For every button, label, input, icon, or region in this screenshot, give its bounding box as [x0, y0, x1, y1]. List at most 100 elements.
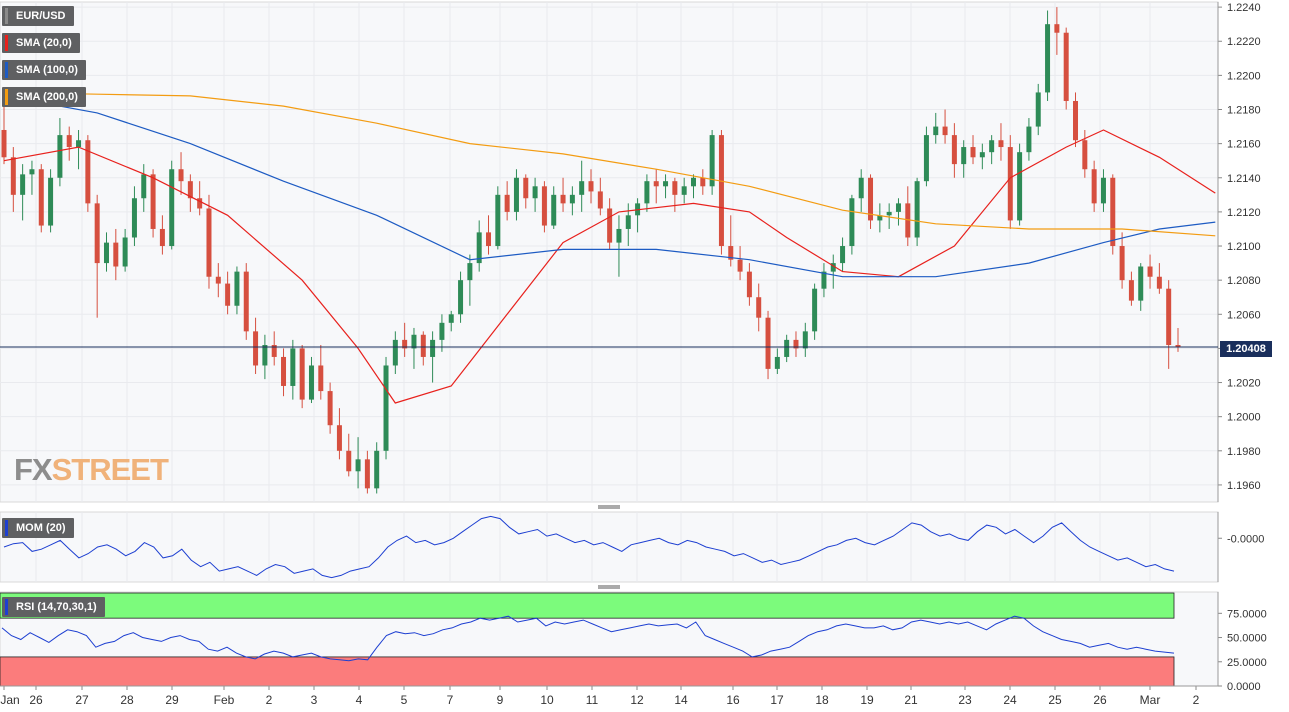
- candle: [327, 382, 333, 434]
- x-tick-label: 26: [29, 693, 43, 707]
- x-tick-label: 5: [401, 693, 408, 707]
- legend-mom[interactable]: MOM (20): [2, 518, 74, 538]
- candle-body: [1147, 266, 1153, 277]
- candle: [504, 181, 510, 221]
- price-panel-bg: [0, 1, 1219, 503]
- candle-body: [495, 194, 501, 247]
- candle-body: [709, 135, 715, 187]
- candle: [774, 348, 780, 375]
- candle-body: [895, 203, 901, 212]
- candle: [746, 263, 752, 306]
- y-tick-label: 1.1960: [1227, 480, 1261, 492]
- rsi-tick-label: 75.0000: [1227, 608, 1267, 620]
- candle-body: [411, 334, 417, 349]
- candle-body: [327, 391, 333, 426]
- y-tick-label: 1.2200: [1227, 70, 1261, 82]
- candle: [784, 334, 790, 363]
- candle-body: [569, 194, 575, 204]
- legend-sma20[interactable]: SMA (20,0): [2, 33, 80, 53]
- candle: [206, 194, 212, 289]
- legend-sma20-label: SMA (20,0): [16, 37, 72, 49]
- x-tick-label: 24: [1003, 693, 1017, 707]
- candle: [318, 345, 324, 400]
- candle: [821, 263, 827, 298]
- candle: [20, 164, 26, 221]
- x-tick-label: 2: [1193, 693, 1200, 707]
- candle: [690, 174, 696, 199]
- candle-body: [402, 339, 408, 349]
- candle-body: [1138, 266, 1144, 301]
- candle-body: [989, 140, 995, 153]
- candle-body: [700, 177, 706, 187]
- candle: [1100, 169, 1106, 212]
- legend-sma100[interactable]: SMA (100,0): [2, 60, 86, 80]
- candle-body: [206, 208, 212, 277]
- y-tick-label: 1.1980: [1227, 446, 1261, 458]
- candle: [458, 271, 464, 323]
- candle: [262, 334, 268, 380]
- candle-body: [1, 129, 7, 158]
- candle-body: [262, 345, 268, 366]
- candle-body: [253, 331, 259, 366]
- candle-body: [467, 263, 473, 281]
- candle: [681, 177, 687, 204]
- candle: [76, 129, 82, 170]
- x-tick-label: Mar: [1140, 693, 1161, 707]
- candle: [933, 112, 939, 144]
- candle: [1119, 232, 1125, 289]
- candle-body: [476, 232, 482, 264]
- candle: [495, 186, 501, 250]
- candle: [560, 177, 566, 212]
- y-tick-label: 1.2000: [1227, 412, 1261, 424]
- candle-body: [728, 246, 734, 260]
- legend-symbol[interactable]: EUR/USD: [2, 6, 74, 26]
- candle-body: [364, 459, 370, 489]
- candle-body: [48, 177, 54, 226]
- candle-body: [113, 242, 119, 267]
- candle-body: [1091, 169, 1097, 204]
- candle-body: [821, 271, 827, 289]
- candle: [346, 433, 352, 477]
- candle: [1147, 254, 1153, 289]
- candle: [1128, 271, 1134, 306]
- x-tick-label: 29: [165, 693, 179, 707]
- candle: [616, 215, 622, 277]
- x-tick-label: 21: [904, 693, 918, 707]
- candle: [840, 237, 846, 272]
- candle-body: [588, 181, 594, 192]
- rsi-tick-label: 50.0000: [1227, 633, 1267, 645]
- candle-body: [616, 228, 622, 243]
- sma-line-100: [3, 95, 1216, 278]
- logo-street-text: STREET: [51, 452, 169, 487]
- candle-body: [672, 181, 678, 195]
- legend-rsi[interactable]: RSI (14,70,30,1): [2, 597, 105, 617]
- legend-mom-label: MOM (20): [16, 522, 66, 534]
- candle-body: [299, 348, 305, 400]
- candle: [700, 169, 706, 195]
- candle: [178, 152, 184, 195]
- candle-body: [20, 174, 26, 195]
- legend-sma200[interactable]: SMA (200,0): [2, 87, 86, 107]
- candle: [29, 160, 35, 195]
- x-tick-label: Jan: [0, 693, 19, 707]
- candle: [812, 283, 818, 340]
- candle-body: [1007, 147, 1013, 221]
- candle-body: [579, 181, 585, 195]
- candle-body: [355, 459, 361, 472]
- x-tick-label: Feb: [214, 693, 235, 707]
- candle: [355, 437, 361, 489]
- candle: [765, 310, 771, 380]
- candle-body: [187, 181, 193, 199]
- candle: [756, 283, 762, 332]
- candle-body: [737, 259, 743, 272]
- candle: [467, 254, 473, 306]
- x-tick-label: 4: [356, 693, 363, 707]
- legend-rsi-swatch: [5, 599, 8, 615]
- candle-body: [439, 322, 445, 340]
- candle: [1175, 327, 1181, 352]
- candle-body: [281, 356, 287, 386]
- candle-body: [392, 339, 398, 366]
- rsi-line: [1, 615, 1175, 662]
- candle: [849, 194, 855, 255]
